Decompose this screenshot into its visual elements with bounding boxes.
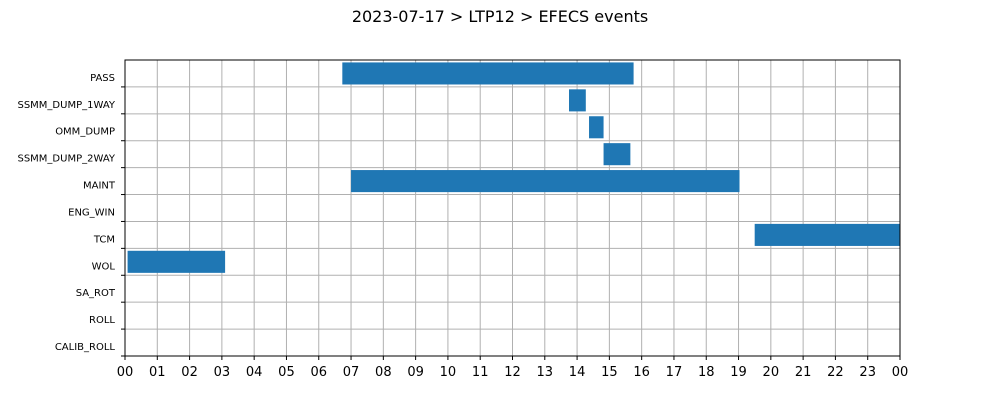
x-tick-label: 18 xyxy=(698,365,715,380)
x-tick-label: 23 xyxy=(859,365,876,380)
y-tick-label: SSMM_DUMP_2WAY xyxy=(17,154,115,165)
x-tick-label: 06 xyxy=(310,365,327,380)
x-tick-label: 19 xyxy=(730,365,747,380)
event-bar-ssmm-dump-2way xyxy=(603,143,631,166)
x-tick-label: 22 xyxy=(827,365,844,380)
x-tick-label: 21 xyxy=(795,365,812,380)
x-axis-ticks: 00 01 02 03 04 05 06 07 08 09 10 11 12 13 14 15 16 17 18 19… xyxy=(117,356,909,380)
x-tick-label: 00 xyxy=(892,365,909,380)
event-bars xyxy=(127,62,900,273)
x-tick-label: 10 xyxy=(440,365,457,380)
y-tick-label: ENG_WIN xyxy=(68,207,115,218)
x-tick-label: 01 xyxy=(149,365,166,380)
event-bar-maint xyxy=(351,170,740,193)
x-tick-label: 05 xyxy=(278,365,295,380)
y-tick-label: SA_ROT xyxy=(76,288,116,299)
x-tick-label: 04 xyxy=(246,365,263,380)
y-tick-label: MAINT xyxy=(83,181,116,192)
x-tick-label: 00 xyxy=(117,365,134,380)
event-bar-pass xyxy=(342,62,634,85)
y-tick-label: TCM xyxy=(93,234,115,245)
event-bar-omm-dump xyxy=(589,116,604,139)
x-tick-label: 11 xyxy=(472,365,489,380)
y-tick-label: PASS xyxy=(90,73,115,84)
y-tick-label: WOL xyxy=(92,261,116,272)
x-tick-label: 20 xyxy=(763,365,780,380)
x-tick-label: 15 xyxy=(601,365,618,380)
y-tick-label: SSMM_DUMP_1WAY xyxy=(17,100,115,111)
chart-title: 2023-07-17 > LTP12 > EFECS events xyxy=(352,7,648,26)
grid xyxy=(124,60,901,357)
x-tick-label: 16 xyxy=(633,365,650,380)
y-tick-label: CALIB_ROLL xyxy=(55,342,116,353)
y-axis-ticks: PASS SSMM_DUMP_1WAY OMM_DUMP SSMM_DUMP_2WAY… xyxy=(17,73,125,357)
x-tick-label: 07 xyxy=(343,365,360,380)
y-tick-label: OMM_DUMP xyxy=(55,127,115,138)
x-tick-label: 03 xyxy=(214,365,231,380)
x-tick-label: 09 xyxy=(407,365,424,380)
x-tick-label: 13 xyxy=(537,365,554,380)
x-tick-label: 02 xyxy=(181,365,198,380)
event-bar-ssmm-dump-1way xyxy=(569,89,586,112)
event-bar-wol xyxy=(127,250,226,273)
x-tick-label: 17 xyxy=(666,365,683,380)
event-bar-tcm xyxy=(754,223,900,246)
y-tick-label: ROLL xyxy=(89,315,115,326)
x-tick-label: 08 xyxy=(375,365,392,380)
x-tick-label: 14 xyxy=(569,365,586,380)
x-tick-label: 12 xyxy=(504,365,521,380)
